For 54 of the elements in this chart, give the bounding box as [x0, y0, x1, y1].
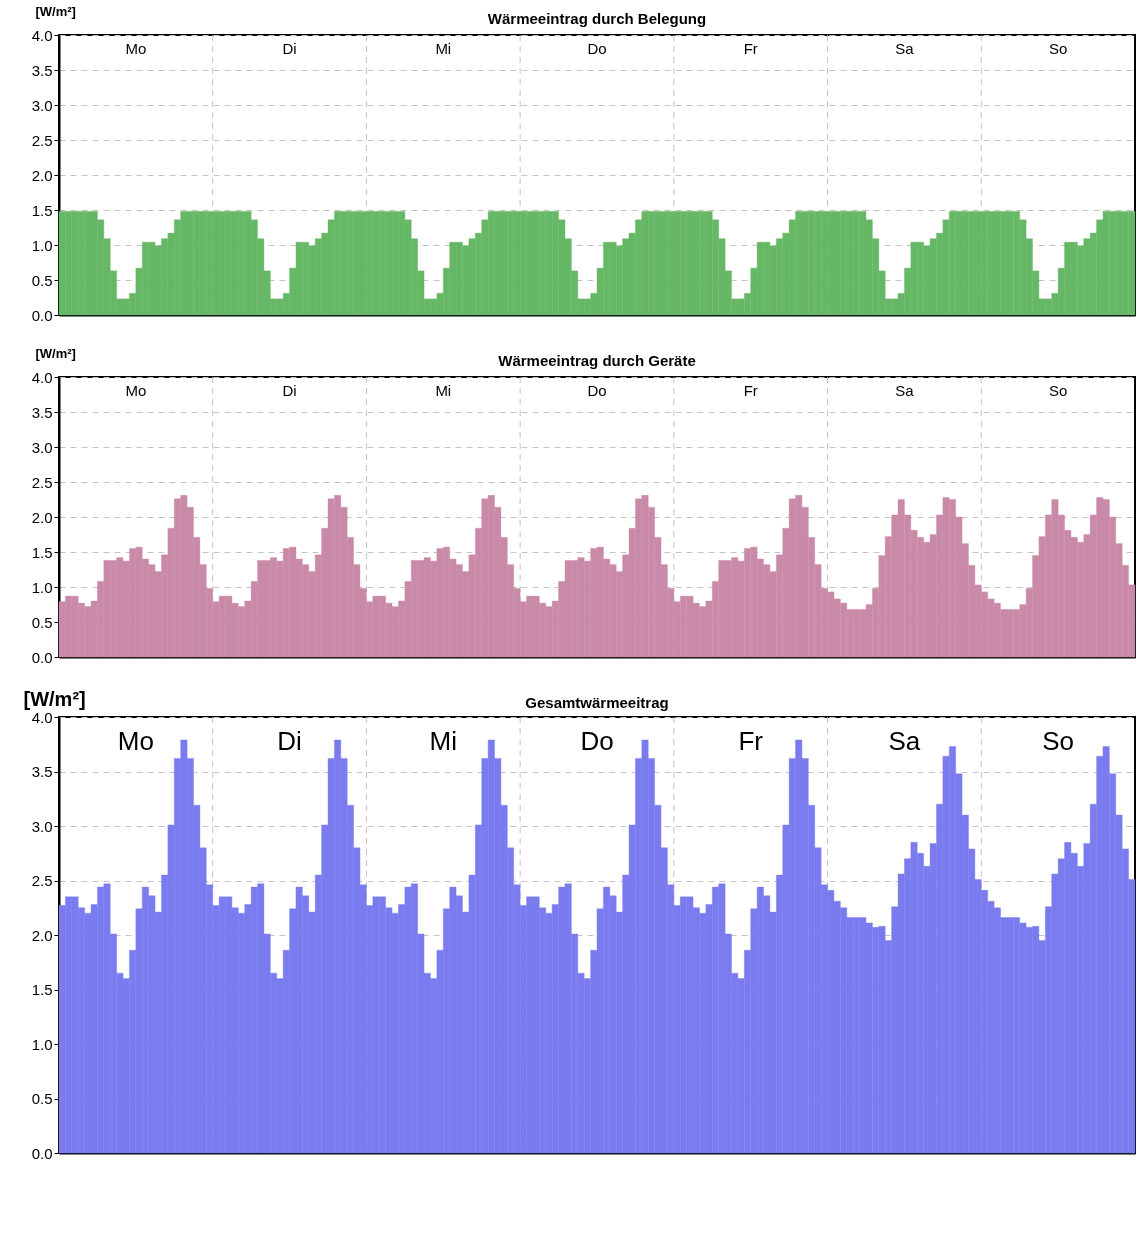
y-tick-label: 0.5: [31, 613, 53, 631]
annotation: So: [1042, 725, 1075, 756]
annotation: Sa: [895, 382, 915, 400]
y-tick-label: 1.0: [31, 1035, 53, 1053]
annotation: Fr: [738, 725, 764, 756]
annotation: Sa: [888, 725, 921, 756]
chart-title: Gesamtwärmeeitrag: [525, 694, 669, 711]
y-tick-label: 3.5: [31, 763, 53, 780]
annotation: Di: [277, 725, 302, 756]
annotation: Do: [587, 382, 607, 400]
y-axis-title: [W/m²]: [35, 3, 76, 19]
annotation: Mo: [125, 40, 147, 58]
y-tick-label: 4.0: [31, 26, 53, 44]
y-tick-label: 0.0: [31, 1144, 53, 1162]
y-tick-label: 2.5: [31, 872, 53, 889]
y-tick-label: 0.0: [31, 648, 53, 666]
annotation: So: [1048, 40, 1068, 58]
chart-title: Wärmeeintrag durch Belegung: [487, 10, 707, 27]
y-tick-label: 4.0: [31, 708, 53, 726]
annotation: Sa: [895, 40, 915, 58]
y-tick-label: 2.0: [31, 166, 53, 184]
y-tick-label: 2.0: [31, 926, 53, 944]
annotation: Mi: [435, 40, 452, 58]
y-tick-label: 0.0: [31, 306, 53, 324]
y-tick-label: 2.5: [31, 473, 53, 491]
y-axis-title: [W/m²]: [23, 687, 86, 710]
annotation: Do: [580, 725, 614, 756]
annotation: So: [1048, 382, 1068, 400]
y-tick-label: 1.5: [31, 543, 53, 561]
chart-title: Wärmeeintrag durch Geräte: [498, 352, 696, 369]
y-tick-label: 1.0: [31, 236, 53, 254]
annotation: Mo: [125, 382, 147, 400]
y-tick-label: 3.0: [31, 96, 53, 114]
y-tick-label: 2.0: [31, 508, 53, 526]
annotation: Do: [587, 40, 607, 58]
annotation: Mi: [429, 725, 457, 756]
y-tick-label: 3.5: [31, 61, 53, 79]
y-tick-label: 0.5: [31, 1090, 53, 1107]
y-tick-label: 1.5: [31, 201, 53, 219]
y-tick-label: 1.5: [31, 981, 53, 998]
y-tick-label: 2.5: [31, 131, 53, 149]
annotation: Fr: [743, 382, 758, 400]
y-tick-label: 4.0: [31, 368, 53, 386]
annotation: Fr: [743, 40, 758, 58]
y-tick-label: 1.0: [31, 578, 53, 596]
y-axis-title: [W/m²]: [35, 345, 76, 361]
annotation: Di: [282, 382, 297, 400]
annotation: Mo: [117, 725, 154, 756]
annotation: Mi: [435, 382, 452, 400]
y-tick-label: 3.0: [31, 817, 53, 835]
y-tick-label: 3.0: [31, 438, 53, 456]
annotation: Di: [282, 40, 297, 58]
y-tick-label: 0.5: [31, 271, 53, 289]
y-tick-label: 3.5: [31, 403, 53, 421]
